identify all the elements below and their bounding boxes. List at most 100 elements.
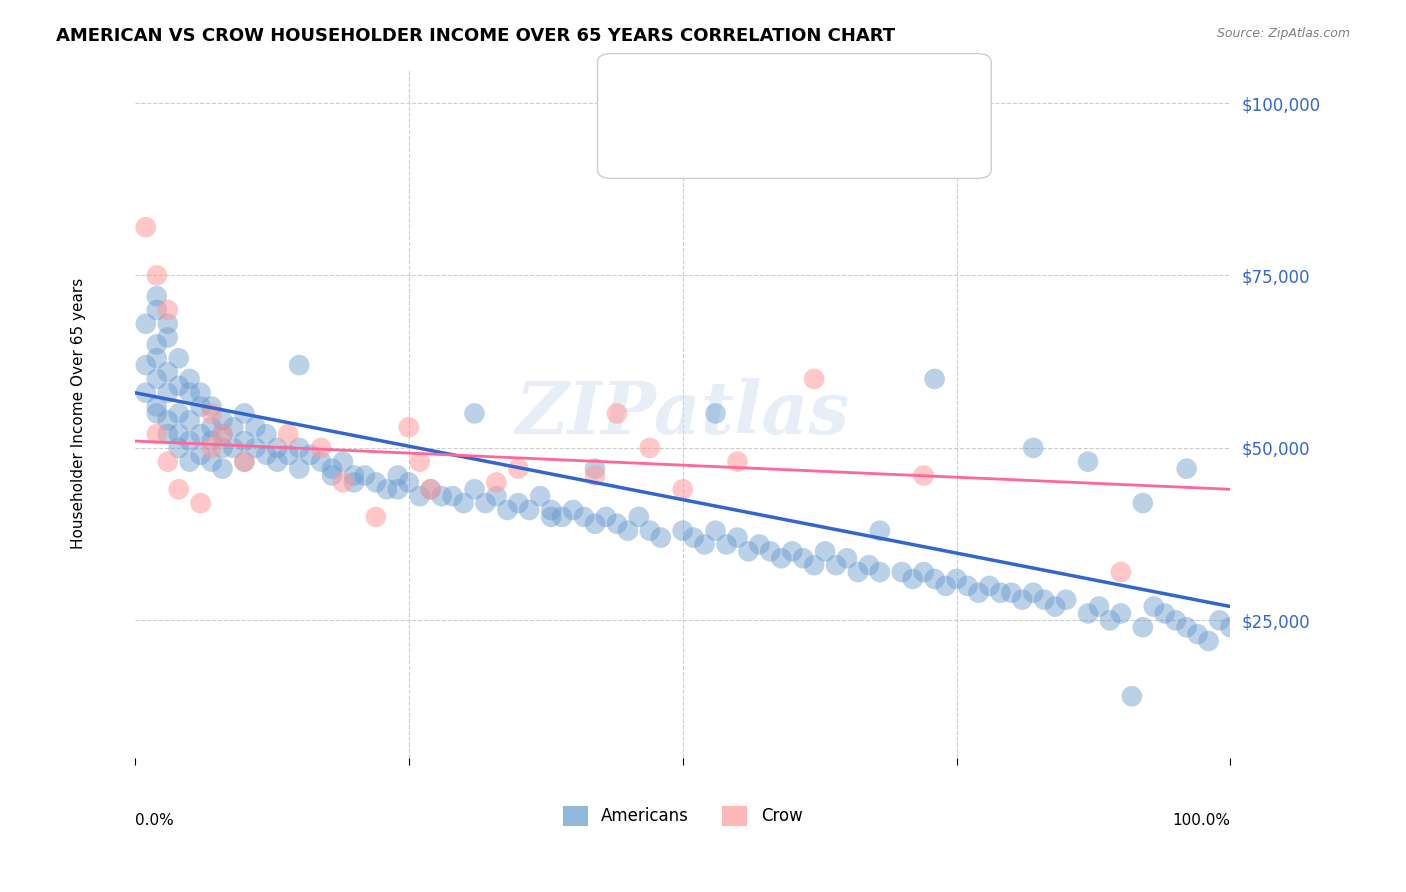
Point bbox=[990, 586, 1012, 600]
Point bbox=[770, 551, 793, 566]
Point bbox=[321, 461, 343, 475]
Point bbox=[266, 455, 288, 469]
Point bbox=[759, 544, 782, 558]
Point bbox=[1143, 599, 1166, 614]
Point bbox=[1054, 592, 1077, 607]
Point bbox=[387, 468, 409, 483]
Point bbox=[145, 351, 167, 366]
Point bbox=[737, 544, 759, 558]
Point bbox=[979, 579, 1001, 593]
Point bbox=[1121, 690, 1143, 704]
Text: AMERICAN VS CROW HOUSEHOLDER INCOME OVER 65 YEARS CORRELATION CHART: AMERICAN VS CROW HOUSEHOLDER INCOME OVER… bbox=[56, 27, 896, 45]
Point bbox=[474, 496, 496, 510]
Point bbox=[245, 441, 267, 455]
Point bbox=[179, 413, 201, 427]
Point bbox=[1033, 592, 1056, 607]
Point bbox=[200, 420, 222, 434]
Point bbox=[135, 220, 157, 235]
Point bbox=[145, 406, 167, 420]
Point bbox=[343, 475, 366, 490]
Point bbox=[309, 441, 332, 455]
Point bbox=[145, 302, 167, 317]
Point bbox=[309, 455, 332, 469]
Point bbox=[156, 317, 179, 331]
Point bbox=[1022, 586, 1045, 600]
Point bbox=[617, 524, 640, 538]
Point bbox=[441, 489, 464, 503]
Text: R = -0.626   N = 148: R = -0.626 N = 148 bbox=[689, 76, 889, 94]
Point bbox=[135, 385, 157, 400]
Point bbox=[167, 441, 190, 455]
Point bbox=[945, 572, 967, 586]
Point bbox=[254, 448, 277, 462]
Point bbox=[846, 565, 869, 579]
Point bbox=[190, 400, 212, 414]
Point bbox=[398, 475, 420, 490]
Point bbox=[704, 524, 727, 538]
Point bbox=[321, 468, 343, 483]
Point bbox=[508, 461, 530, 475]
Text: R = -0.202   N =  28: R = -0.202 N = 28 bbox=[689, 114, 889, 132]
Point bbox=[233, 455, 256, 469]
Point bbox=[156, 455, 179, 469]
Point bbox=[1088, 599, 1111, 614]
Point bbox=[627, 509, 650, 524]
Point bbox=[145, 268, 167, 283]
Point bbox=[517, 503, 540, 517]
Point bbox=[375, 483, 398, 497]
Point bbox=[1219, 620, 1241, 634]
Point bbox=[967, 586, 990, 600]
Point bbox=[211, 461, 233, 475]
Point bbox=[167, 351, 190, 366]
Point bbox=[529, 489, 551, 503]
Point bbox=[583, 461, 606, 475]
Point bbox=[463, 406, 485, 420]
Point bbox=[1132, 620, 1154, 634]
Point bbox=[935, 579, 957, 593]
Point bbox=[638, 441, 661, 455]
Point bbox=[1153, 607, 1175, 621]
Point bbox=[409, 489, 432, 503]
Point bbox=[1187, 627, 1209, 641]
Point bbox=[430, 489, 453, 503]
Point bbox=[672, 524, 695, 538]
Point bbox=[890, 565, 912, 579]
Point bbox=[583, 516, 606, 531]
Point bbox=[387, 483, 409, 497]
Point bbox=[583, 468, 606, 483]
Point bbox=[179, 372, 201, 386]
Point bbox=[1109, 565, 1132, 579]
Point bbox=[167, 483, 190, 497]
Point bbox=[200, 441, 222, 455]
Point bbox=[200, 434, 222, 448]
Point bbox=[562, 503, 585, 517]
Point bbox=[540, 509, 562, 524]
Point bbox=[167, 427, 190, 442]
Point bbox=[835, 551, 858, 566]
Point bbox=[572, 509, 595, 524]
Point bbox=[167, 406, 190, 420]
Point bbox=[364, 475, 387, 490]
Point bbox=[179, 385, 201, 400]
Point bbox=[912, 565, 935, 579]
Point bbox=[672, 483, 695, 497]
Point bbox=[409, 455, 432, 469]
Point bbox=[869, 565, 891, 579]
Point bbox=[725, 455, 748, 469]
Point bbox=[725, 531, 748, 545]
Point bbox=[200, 455, 222, 469]
Point bbox=[254, 427, 277, 442]
Point bbox=[190, 448, 212, 462]
Point bbox=[540, 503, 562, 517]
Point bbox=[803, 372, 825, 386]
Point bbox=[1022, 441, 1045, 455]
Point bbox=[222, 441, 245, 455]
Point bbox=[145, 400, 167, 414]
Point bbox=[485, 475, 508, 490]
Point bbox=[858, 558, 880, 573]
Point bbox=[332, 455, 354, 469]
Point bbox=[650, 531, 672, 545]
Point bbox=[156, 427, 179, 442]
Point bbox=[364, 509, 387, 524]
Point bbox=[1175, 620, 1198, 634]
